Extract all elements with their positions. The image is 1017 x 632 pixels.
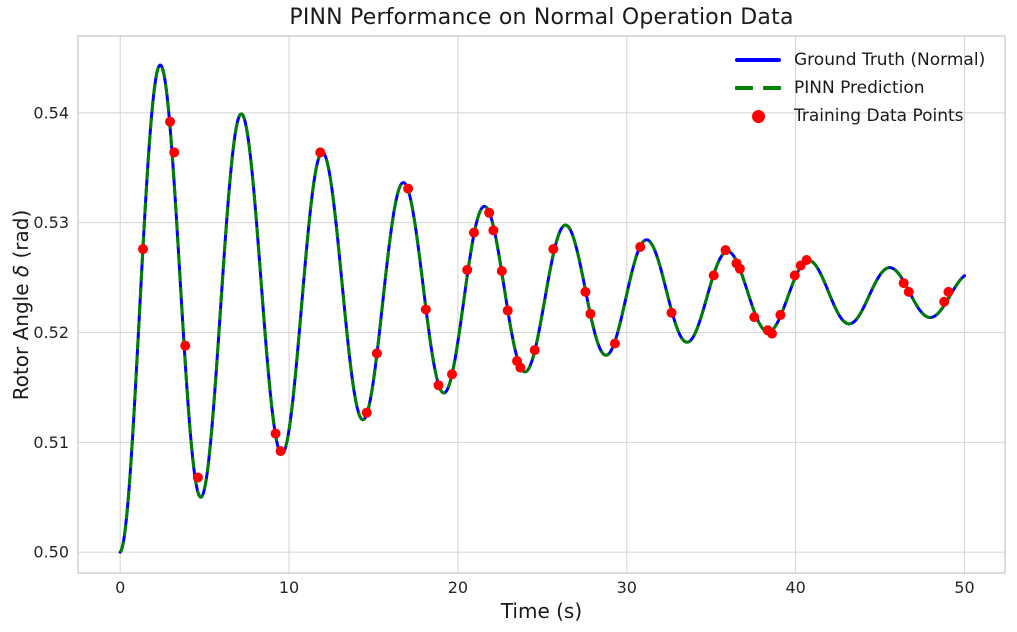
training-data-point: [515, 362, 526, 373]
y-axis-label-prefix: Rotor Angle: [9, 277, 33, 401]
training-data-point: [496, 266, 507, 277]
legend-item-pinn-prediction: PINN Prediction: [735, 74, 985, 102]
training-data-point: [488, 225, 499, 236]
training-data-point: [548, 244, 559, 255]
chart-title: PINN Performance on Normal Operation Dat…: [289, 5, 794, 30]
training-data-point: [138, 244, 149, 255]
training-data-point: [903, 286, 914, 297]
y-tick-label: 0.51: [33, 433, 69, 452]
training-data-point: [766, 328, 777, 339]
legend-item-training-points: Training Data Points: [735, 102, 985, 130]
training-data-point: [180, 340, 191, 351]
legend: Ground Truth (Normal) PINN Prediction Tr…: [735, 46, 985, 130]
training-data-point: [734, 263, 745, 274]
training-data-point: [165, 116, 176, 127]
training-data-point: [403, 183, 414, 194]
y-tick-label: 0.50: [33, 543, 69, 562]
y-axis-label: Rotor Angle δ (rad): [8, 155, 34, 455]
training-data-point: [666, 307, 677, 318]
curve-pinn-prediction: [118, 63, 966, 554]
x-tick-label: 40: [785, 578, 805, 597]
y-axis-label-suffix: (rad): [9, 209, 33, 265]
legend-label-ground-truth: Ground Truth (Normal): [794, 50, 986, 70]
delta-symbol: δ: [9, 264, 33, 278]
training-data-point: [270, 428, 281, 439]
training-data-point: [708, 270, 719, 281]
training-data-point: [468, 227, 479, 238]
ground-truth-line-swatch: [735, 58, 781, 62]
training-data-point: [371, 348, 382, 359]
x-tick-label: 50: [954, 578, 974, 597]
training-data-point: [775, 309, 786, 320]
training-data-point: [580, 286, 591, 297]
training-data-point: [749, 312, 760, 323]
axes-box: [77, 35, 1006, 574]
y-tick-label: 0.52: [33, 323, 69, 342]
training-data-point: [447, 369, 458, 380]
legend-label-training-points: Training Data Points: [794, 106, 964, 126]
training-data-point: [943, 286, 954, 297]
training-data-point: [502, 305, 513, 316]
training-data-point: [275, 446, 286, 457]
training-point-marker: [735, 109, 781, 123]
training-data-point: [433, 380, 444, 391]
training-data-point: [898, 278, 909, 289]
training-data-point: [420, 304, 431, 315]
x-tick-label: 30: [617, 578, 637, 597]
x-axis-label: Time (s): [500, 599, 583, 623]
training-data-point: [635, 241, 646, 252]
training-data-point: [462, 264, 473, 275]
training-data-point: [585, 308, 596, 319]
x-tick-label: 10: [279, 578, 299, 597]
training-data-point: [529, 345, 540, 356]
y-tick-label: 0.54: [33, 103, 69, 122]
training-data-point: [192, 472, 203, 483]
legend-label-pinn-prediction: PINN Prediction: [794, 78, 925, 98]
training-data-point: [720, 245, 731, 256]
training-data-point: [361, 407, 372, 418]
training-data-point: [484, 207, 495, 218]
legend-item-ground-truth: Ground Truth (Normal): [735, 46, 985, 74]
training-data-point: [315, 147, 326, 158]
x-tick-label: 20: [448, 578, 468, 597]
training-data-point: [169, 147, 180, 158]
training-data-point: [789, 270, 800, 281]
training-data-point: [939, 296, 950, 307]
pinn-dashed-line-swatch: [735, 86, 781, 90]
y-tick-label: 0.53: [33, 213, 69, 232]
training-data-point: [609, 338, 620, 349]
x-tick-label: 0: [115, 578, 125, 597]
training-data-point: [801, 255, 812, 266]
